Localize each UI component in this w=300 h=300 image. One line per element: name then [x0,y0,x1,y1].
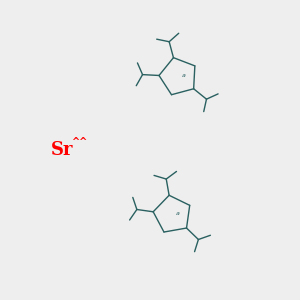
Text: a: a [176,212,180,216]
Text: a: a [182,74,186,78]
Text: Sr: Sr [51,141,74,159]
Text: ^^: ^^ [71,137,88,148]
